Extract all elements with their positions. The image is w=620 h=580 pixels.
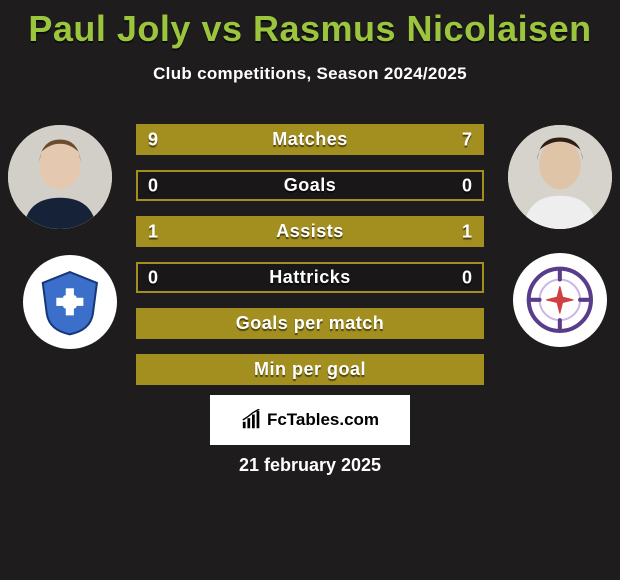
player-left-portrait [8,125,112,229]
stat-fill-right [331,126,482,153]
brand-box[interactable]: FcTables.com [210,395,410,445]
stat-row: Goals per match [136,308,484,339]
player-left-crest [23,255,117,349]
player-right-portrait [508,125,612,229]
stat-row: Min per goal [136,354,484,385]
stat-label: Min per goal [254,359,366,380]
stat-label: Goals per match [236,313,385,334]
brand-name: FcTables.com [267,410,379,430]
stat-value-right: 1 [462,221,472,242]
avatar-placeholder-icon [8,125,112,229]
stats-rows: 9 Matches 7 0 Goals 0 1 Assists 1 0 Hatt… [136,124,484,385]
stat-value-right: 0 [462,267,472,288]
page-title: Paul Joly vs Rasmus Nicolaisen [0,0,620,50]
stat-value-right: 7 [462,129,472,150]
stat-label: Goals [284,175,337,196]
stat-row: 9 Matches 7 [136,124,484,155]
chart-icon [241,409,263,431]
stat-value-right: 0 [462,175,472,196]
page-subtitle: Club competitions, Season 2024/2025 [0,64,620,84]
stat-label: Matches [272,129,348,150]
player-right-crest [513,253,607,347]
stat-label: Hattricks [269,267,351,288]
date-text: 21 february 2025 [0,455,620,476]
stat-value-left: 0 [148,267,158,288]
stat-value-left: 1 [148,221,158,242]
stat-row: 0 Hattricks 0 [136,262,484,293]
stat-row: 1 Assists 1 [136,216,484,247]
stat-value-left: 0 [148,175,158,196]
stat-row: 0 Goals 0 [136,170,484,201]
club-crest-icon [36,268,104,336]
avatar-placeholder-icon [508,125,612,229]
stat-label: Assists [276,221,344,242]
stat-value-left: 9 [148,129,158,150]
club-crest-icon [526,266,594,334]
